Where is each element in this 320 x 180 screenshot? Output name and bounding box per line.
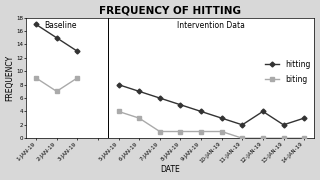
X-axis label: DATE: DATE [160, 165, 180, 174]
Y-axis label: FREQUENCY: FREQUENCY [5, 55, 14, 101]
Text: Baseline: Baseline [44, 21, 77, 30]
Title: FREQUENCY OF HITTING: FREQUENCY OF HITTING [99, 6, 241, 15]
Legend: hitting, biting: hitting, biting [265, 60, 311, 84]
Text: Intervention Data: Intervention Data [177, 21, 245, 30]
